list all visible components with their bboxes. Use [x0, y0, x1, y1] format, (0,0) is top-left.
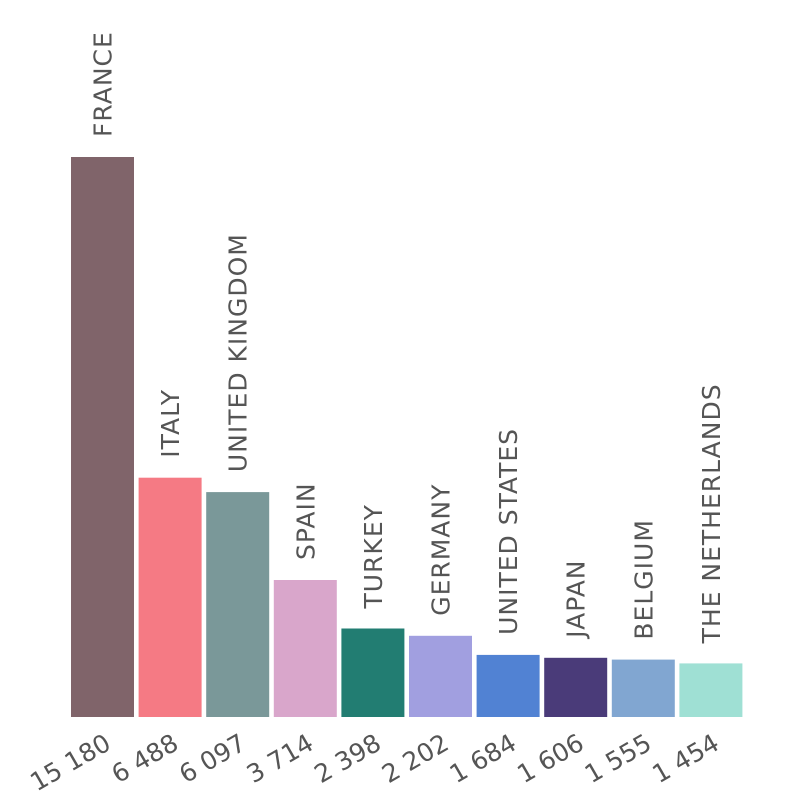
- value-label-united-states: 1 684: [445, 728, 521, 789]
- bar-spain: [273, 580, 337, 717]
- category-label-belgium: BELGIUM: [629, 519, 658, 640]
- value-label-france: 15 180: [25, 728, 115, 797]
- bar-united-states: [476, 654, 540, 717]
- category-label-united-kingdom: UNITED KINGDOM: [224, 233, 253, 472]
- value-label-the-netherlands: 1 454: [647, 728, 723, 789]
- value-label-spain: 3 714: [242, 728, 318, 789]
- bar-france: [71, 157, 134, 717]
- bar-united-kingdom: [206, 492, 270, 717]
- bar-germany: [409, 635, 472, 717]
- value-label-japan: 1 606: [512, 728, 588, 789]
- category-labels-group: FRANCE ITALY UNITED KINGDOM SPAIN TURKEY GERM…: [89, 31, 726, 644]
- category-label-italy: ITALY: [156, 389, 185, 458]
- category-label-turkey: TURKEY: [359, 504, 388, 609]
- value-label-turkey: 2 398: [309, 728, 385, 789]
- bar-japan: [544, 657, 608, 717]
- category-label-united-states: UNITED STATES: [494, 428, 523, 635]
- category-label-the-netherlands: THE NETHERLANDS: [697, 383, 726, 644]
- category-label-germany: GERMANY: [427, 484, 456, 616]
- bar-belgium: [611, 659, 675, 717]
- bar-the-netherlands: [679, 663, 743, 717]
- bar-turkey: [341, 628, 405, 717]
- value-label-united-kingdom: 6 097: [174, 728, 250, 789]
- value-label-italy: 6 488: [107, 728, 183, 789]
- category-label-spain: SPAIN: [291, 482, 320, 560]
- category-label-france: FRANCE: [89, 31, 118, 137]
- bars-group: [71, 157, 743, 717]
- value-label-germany: 2 202: [377, 728, 453, 789]
- category-label-japan: JAPAN: [562, 559, 591, 639]
- value-label-belgium: 1 555: [580, 728, 656, 789]
- bar-italy: [138, 477, 202, 717]
